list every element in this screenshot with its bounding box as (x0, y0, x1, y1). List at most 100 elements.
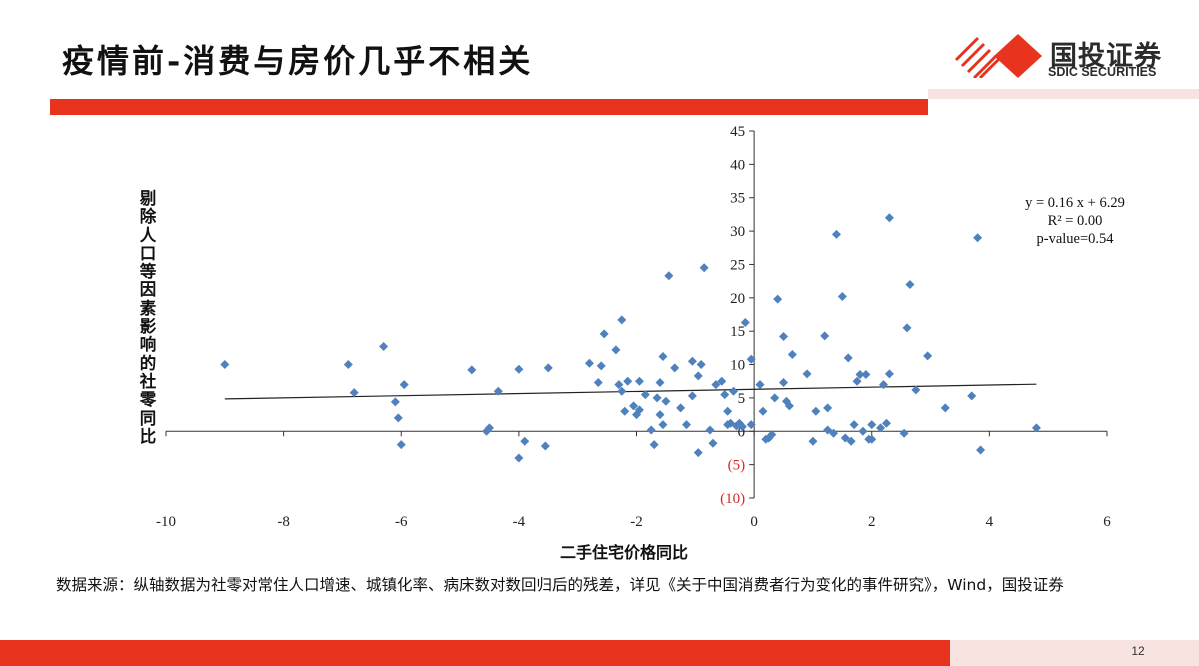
y-tick-label: 10 (730, 358, 745, 374)
scatter-point (670, 363, 680, 373)
scatter-point (879, 380, 889, 390)
x-tick-label: -2 (630, 514, 643, 530)
scatter-point (599, 329, 609, 339)
scatter-point (623, 376, 633, 386)
title-underline-bar (50, 99, 928, 115)
scatter-point (823, 425, 833, 435)
scatter-point (849, 420, 859, 430)
y-tick-label: 0 (738, 424, 746, 440)
y-tick-label: 20 (730, 291, 745, 307)
regression-annotation-line: R² = 0.00 (1048, 213, 1103, 229)
x-tick-label: -8 (277, 514, 290, 530)
scatter-point (820, 331, 830, 341)
scatter-point (746, 420, 756, 430)
regression-annotation-line: p-value=0.54 (1036, 231, 1114, 247)
scatter-point (661, 396, 671, 406)
y-tick-label: 40 (730, 157, 745, 173)
footer-bar (0, 640, 950, 666)
scatter-point (808, 436, 818, 446)
scatter-point (708, 438, 718, 448)
scatter-point (593, 378, 603, 388)
scatter-point (634, 405, 644, 415)
scatter-point (634, 376, 644, 386)
chart-points (220, 213, 1041, 463)
scatter-point (905, 279, 915, 289)
scatter-point (699, 263, 709, 273)
scatter-point (884, 213, 894, 223)
scatter-point (620, 406, 630, 416)
scatter-point (899, 428, 909, 438)
scatter-point (467, 365, 477, 375)
scatter-point (514, 453, 524, 463)
scatter-point (658, 420, 668, 430)
y-axis-title: 剔除人口等因素影响的社零同比 (139, 189, 157, 446)
scatter-point (976, 445, 986, 455)
scatter-point (940, 403, 950, 413)
scatter-point (729, 386, 739, 396)
scatter-point (652, 393, 662, 403)
scatter-point (596, 361, 606, 371)
x-tick-label: -6 (395, 514, 408, 530)
trendline (224, 383, 1037, 400)
scatter-point (923, 351, 933, 361)
scatter-point (484, 423, 494, 433)
scatter-point (543, 363, 553, 373)
scatter-point (640, 390, 650, 400)
y-tick-label: 35 (730, 191, 745, 207)
scatter-point (629, 401, 639, 411)
scatter-point (773, 294, 783, 304)
scatter-point (837, 291, 847, 301)
scatter-point (758, 406, 768, 416)
scatter-point (514, 364, 524, 374)
footer-bar-extension (950, 640, 1199, 666)
scatter-point (687, 356, 697, 366)
scatter-point (614, 380, 624, 390)
scatter-point (867, 420, 877, 430)
scatter-point (649, 440, 659, 450)
scatter-point (973, 233, 983, 243)
scatter-point (617, 386, 627, 396)
scatter-point (540, 441, 550, 451)
chart-trendline (224, 383, 1037, 400)
scatter-point (720, 390, 730, 400)
scatter-point (520, 436, 530, 446)
x-tick-label: 4 (986, 514, 994, 530)
scatter-point (737, 422, 747, 432)
x-tick-label: 0 (750, 514, 758, 530)
title-bar-extension (928, 89, 1199, 99)
chart-axes (165, 130, 1108, 499)
scatter-point (717, 376, 727, 386)
scatter-point (611, 345, 621, 355)
x-tick-label: 2 (868, 514, 876, 530)
scatter-point (846, 436, 856, 446)
scatter-point (655, 378, 665, 388)
scatter-point (396, 440, 406, 450)
scatter-point (855, 370, 865, 380)
scatter-point (399, 380, 409, 390)
scatter-point (693, 371, 703, 381)
scatter-point (693, 448, 703, 458)
scatter-point (740, 318, 750, 328)
scatter-point (867, 434, 877, 444)
scatter-point (584, 358, 594, 368)
scatter-point (823, 403, 833, 413)
y-tick-label: 45 (730, 124, 745, 140)
x-tick-label: -10 (156, 514, 176, 530)
scatter-point (967, 391, 977, 401)
scatter-point (911, 385, 921, 395)
scatter-point (493, 386, 503, 396)
y-tick-label: 5 (738, 391, 746, 407)
y-tick-label: 15 (730, 324, 745, 340)
scatter-point (723, 406, 733, 416)
y-tick-label: (5) (728, 458, 746, 474)
scatter-point (767, 430, 777, 440)
scatter-point (658, 352, 668, 362)
logo-name-cn: 国投证券 (1050, 41, 1162, 72)
scatter-point (646, 425, 656, 435)
y-tick-label: (10) (720, 491, 745, 507)
logo-name-en: SDIC SECURITIES (1048, 65, 1157, 79)
scatter-point (840, 433, 850, 443)
scatter-point (617, 315, 627, 325)
scatter-point (831, 229, 841, 239)
